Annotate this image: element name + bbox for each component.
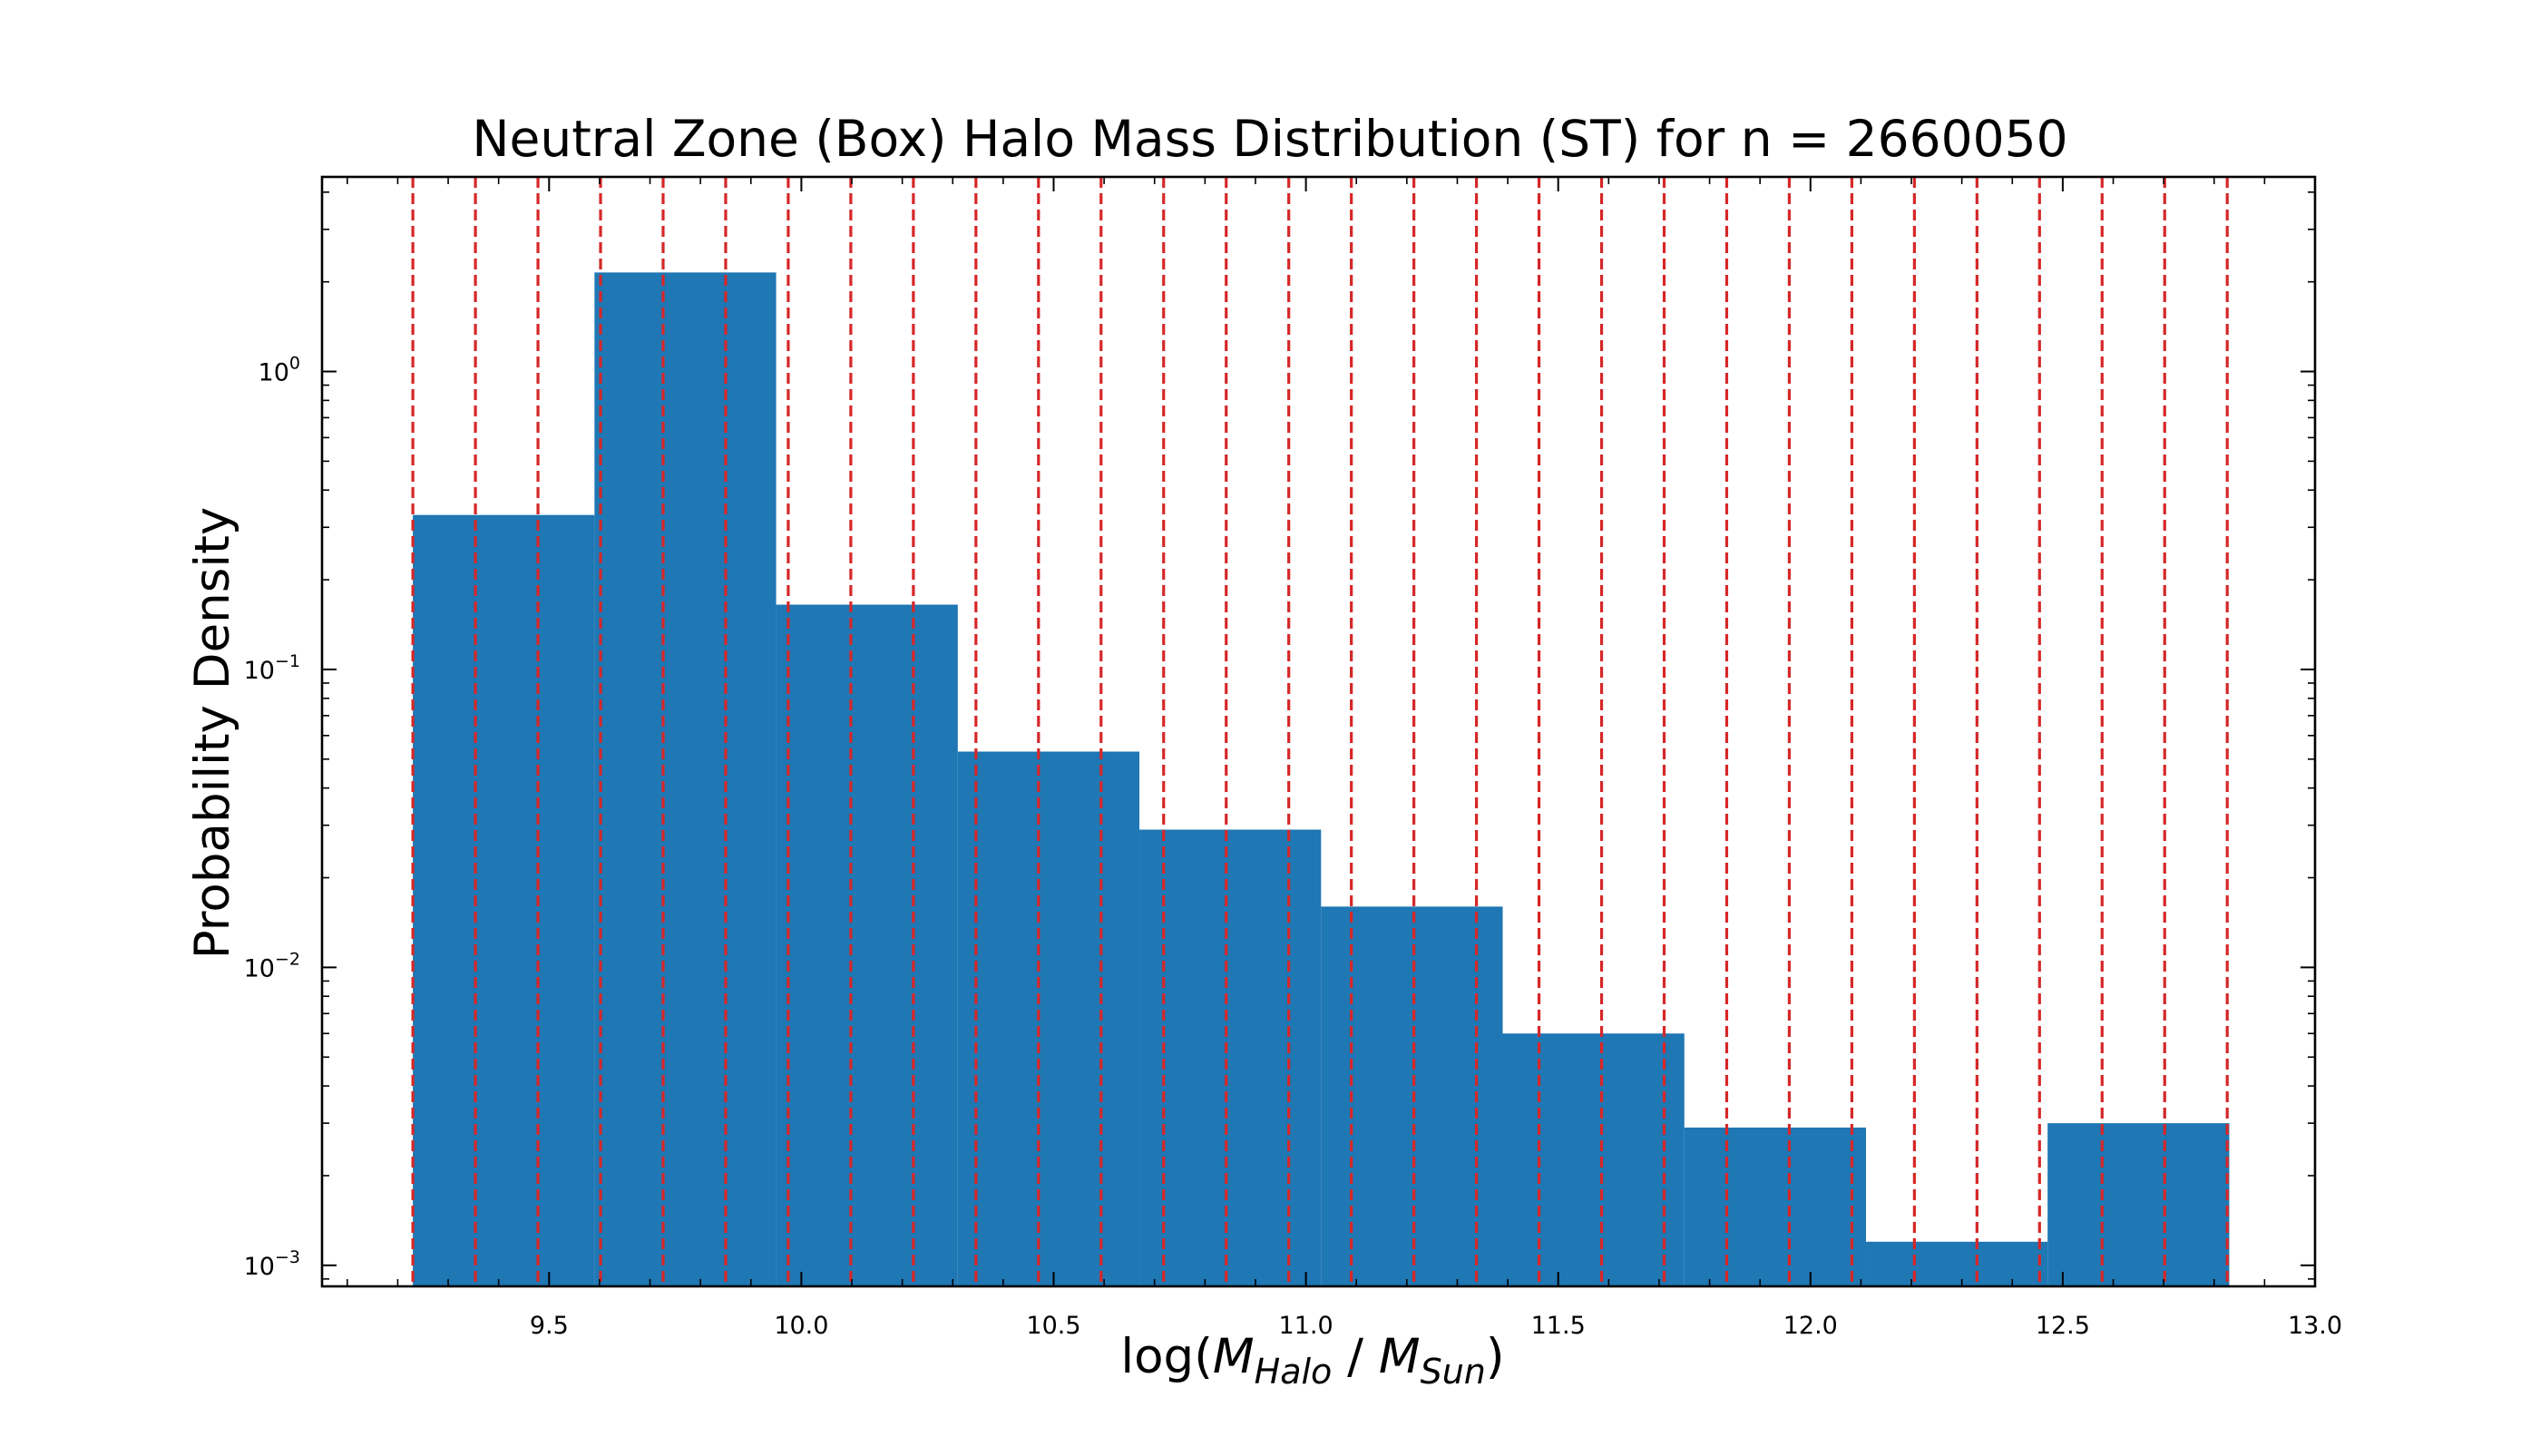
ticks-layer <box>322 177 2316 1286</box>
histogram-bar-9 <box>1865 1241 2048 1286</box>
histogram-bar-8 <box>1684 1127 1866 1286</box>
vlines-layer <box>411 177 2229 1286</box>
x-label-sub-sun: Sun <box>1421 1352 1486 1392</box>
histogram-bar-2 <box>594 272 777 1287</box>
histogram-bar-5 <box>1139 829 1322 1286</box>
y-tick-label: 100 <box>259 354 300 387</box>
y-tick-label: 10−3 <box>244 1247 300 1281</box>
bars-layer <box>413 272 2230 1287</box>
x-tick-label: 13.0 <box>2288 1312 2342 1340</box>
x-axis-label: log(MHalo / MSun) <box>1120 1329 1504 1392</box>
x-tick-label: 10.0 <box>774 1312 828 1340</box>
x-tick-label: 9.5 <box>530 1312 569 1340</box>
x-tick-label: 11.0 <box>1279 1312 1334 1340</box>
y-axis-label: Probability Density <box>185 507 240 960</box>
x-label-slash: / <box>1332 1329 1379 1384</box>
histogram-bar-3 <box>776 604 958 1286</box>
histogram-bar-4 <box>957 751 1140 1286</box>
x-label-sub-halo: Halo <box>1255 1352 1333 1392</box>
chart-title: Neutral Zone (Box) Halo Mass Distributio… <box>472 110 2067 168</box>
x-tick-label: 12.0 <box>1783 1312 1838 1340</box>
x-label-log-open: log( <box>1120 1329 1212 1384</box>
y-tick-label: 10−2 <box>244 949 300 982</box>
x-label-close: ) <box>1486 1329 1505 1384</box>
histogram-bar-10 <box>2047 1123 2230 1286</box>
y-tick-label: 10−1 <box>244 651 300 685</box>
histogram-bar-1 <box>413 514 595 1286</box>
tick-labels-layer: 9.5 10.0 10.5 11.0 11.5 12.0 12.5 13.0 10−3 10−2 1… <box>244 354 2342 1340</box>
histogram-bar-7 <box>1502 1033 1685 1286</box>
plot-frame <box>320 175 2317 1288</box>
x-label-m-halo: M <box>1213 1329 1255 1384</box>
x-label-m-sun: M <box>1379 1329 1421 1384</box>
x-tick-label: 10.5 <box>1026 1312 1080 1340</box>
x-tick-label: 12.5 <box>2036 1312 2090 1340</box>
x-tick-label: 11.5 <box>1531 1312 1586 1340</box>
